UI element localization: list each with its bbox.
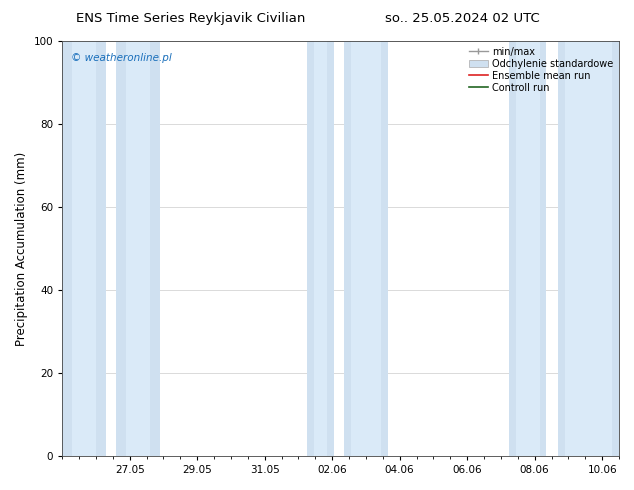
Bar xyxy=(516,41,540,456)
Bar xyxy=(62,41,106,456)
Bar xyxy=(565,41,612,456)
Bar xyxy=(509,41,547,456)
Bar xyxy=(351,41,381,456)
Bar xyxy=(72,41,96,456)
Bar xyxy=(314,41,327,456)
Text: so.. 25.05.2024 02 UTC: so.. 25.05.2024 02 UTC xyxy=(385,12,540,25)
Text: © weatheronline.pl: © weatheronline.pl xyxy=(70,53,171,64)
Y-axis label: Precipitation Accumulation (mm): Precipitation Accumulation (mm) xyxy=(15,151,28,345)
Bar xyxy=(126,41,150,456)
Bar xyxy=(559,41,619,456)
Bar xyxy=(307,41,334,456)
Bar xyxy=(344,41,388,456)
Legend: min/max, Odchylenie standardowe, Ensemble mean run, Controll run: min/max, Odchylenie standardowe, Ensembl… xyxy=(465,44,616,96)
Text: ENS Time Series Reykjavik Civilian: ENS Time Series Reykjavik Civilian xyxy=(75,12,305,25)
Bar xyxy=(116,41,160,456)
